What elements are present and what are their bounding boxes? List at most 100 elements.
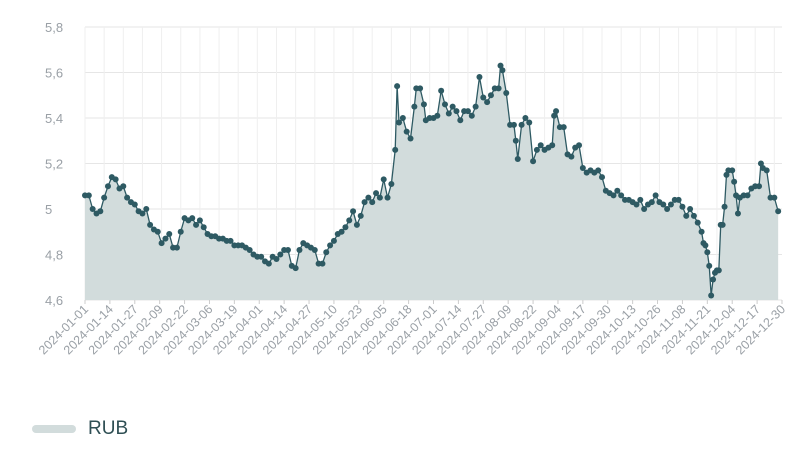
data-point [273,256,280,263]
data-point [549,142,556,149]
data-point [196,217,203,224]
data-point [193,221,200,228]
data-point [323,249,330,256]
data-point [568,153,575,160]
data-point [683,212,690,219]
data-point [384,194,391,201]
data-point [468,112,475,119]
data-point [633,201,640,208]
data-point [664,206,671,212]
data-point [85,192,92,199]
data-point [723,171,730,178]
data-point [497,62,504,69]
data-point [411,103,418,110]
data-point [361,199,368,206]
data-point [417,85,424,92]
data-point [380,176,387,183]
data-point [518,121,525,128]
y-tick-label: 4,8 [45,248,63,263]
y-tick-label: 5,8 [45,20,63,35]
data-point [189,215,196,222]
data-point [365,194,372,201]
data-point [704,249,711,256]
data-point [449,103,456,110]
data-point [330,237,337,244]
data-point [311,246,318,253]
data-point [514,155,521,162]
data-point [434,112,441,119]
data-point [296,246,303,253]
data-point [258,253,265,260]
data-point [394,83,401,90]
data-point [734,210,741,217]
data-point [173,244,180,251]
data-point [757,160,764,167]
data-point [162,235,169,242]
data-point [143,206,150,212]
data-point [177,228,184,235]
data-point [438,87,445,94]
data-point [284,246,291,253]
data-point [227,237,234,244]
data-point [327,242,334,249]
data-point [694,219,701,226]
data-point [200,224,207,231]
data-point [403,128,410,135]
y-tick-label: 5,4 [45,111,63,126]
data-point [346,217,353,224]
y-tick-label: 5 [45,202,52,217]
data-point [702,242,709,249]
data-point [139,210,146,217]
data-point [441,101,448,108]
data-point [618,192,625,199]
data-point [338,228,345,235]
data-point [101,194,108,201]
data-point [526,119,533,126]
data-point [771,194,778,201]
data-point [553,108,560,115]
data-point [614,187,621,194]
data-point [560,124,567,131]
data-point [576,142,583,149]
data-point [420,101,427,108]
data-point [690,212,697,219]
data-point [719,221,726,228]
data-point [472,103,479,110]
data-point [319,260,326,267]
data-point [104,183,111,190]
data-point [246,246,253,253]
data-point [710,276,717,283]
data-point [342,224,349,231]
data-point [706,262,713,269]
data-point [292,265,299,272]
data-point [579,165,586,172]
data-point [763,167,770,174]
data-point [154,228,161,235]
data-point [265,260,272,267]
y-tick-label: 5,6 [45,66,63,81]
data-point [147,221,154,228]
data-point [510,121,517,128]
legend-swatch [32,425,76,433]
data-point [744,192,751,199]
data-point [637,196,644,203]
data-point [599,174,606,181]
y-tick-label: 4,6 [45,293,63,308]
data-point [464,108,471,115]
legend-label: RUB [88,418,129,439]
data-point [357,212,364,219]
data-point [445,110,452,117]
data-point [698,228,705,235]
data-point [729,167,736,174]
data-point [537,142,544,149]
data-point [499,67,506,74]
data-point [480,94,487,101]
data-point [610,192,617,199]
legend[interactable]: RUB [32,418,128,440]
data-point [376,194,383,201]
data-point [487,92,494,99]
data-point [756,183,763,190]
data-point [112,176,119,183]
data-point [648,199,655,206]
data-point [708,292,715,299]
